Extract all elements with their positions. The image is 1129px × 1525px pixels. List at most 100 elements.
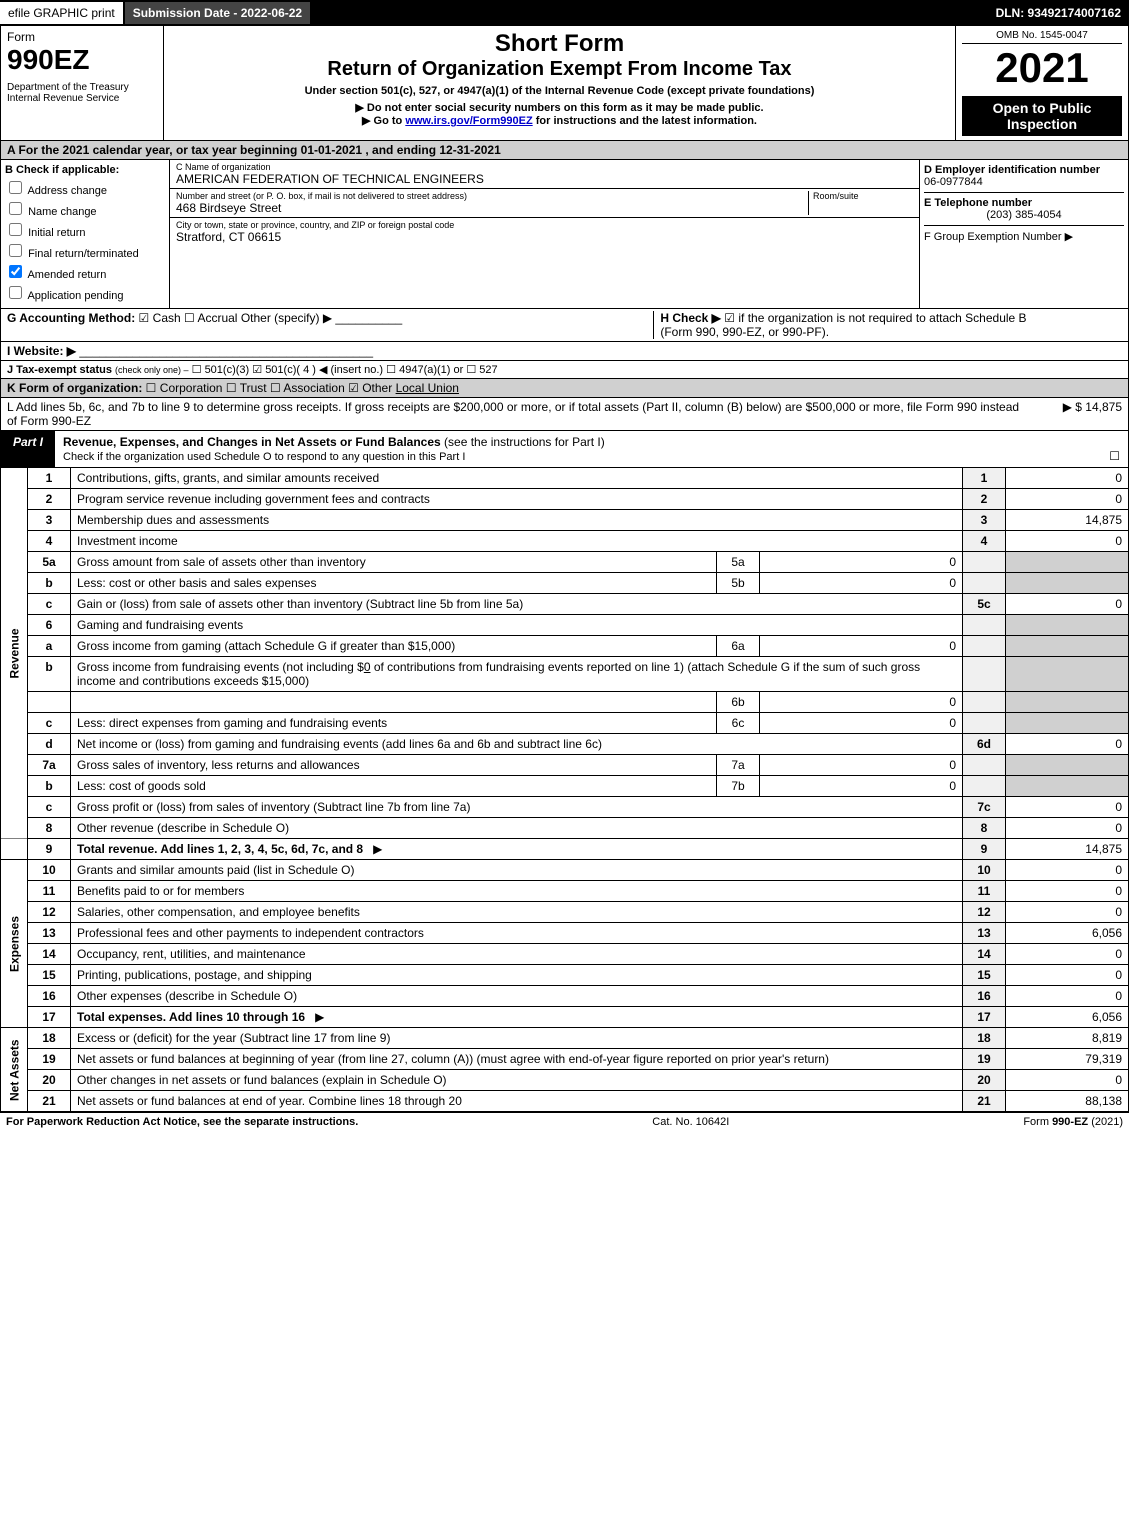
org-city: Stratford, CT 06615 [176, 230, 913, 244]
l7b-text: Less: cost of goods sold [77, 779, 206, 793]
l12-text: Salaries, other compensation, and employ… [77, 905, 360, 919]
g-cash: Cash [153, 311, 181, 325]
check-initial-return[interactable] [9, 223, 22, 236]
l10-text: Grants and similar amounts paid (list in… [77, 863, 354, 877]
check-address-change[interactable] [9, 181, 22, 194]
open-to-public: Open to Public Inspection [962, 96, 1122, 136]
label-address-change: Address change [27, 185, 107, 197]
instructions-link[interactable]: www.irs.gov/Form990EZ [405, 115, 532, 127]
form-number: 990EZ [7, 44, 157, 76]
form-subtitle: Under section 501(c), 527, or 4947(a)(1)… [170, 85, 949, 97]
l5c-text: Gain or (loss) from sale of assets other… [77, 597, 523, 611]
h-text: if the organization is not required to a… [738, 311, 1026, 325]
section-b-label: B Check if applicable: [5, 164, 119, 176]
l7a-sn: 7a [717, 755, 760, 776]
l13-num: 13 [963, 923, 1006, 944]
page-footer: For Paperwork Reduction Act Notice, see … [0, 1112, 1129, 1131]
g-label: G Accounting Method: [7, 311, 135, 325]
g-accrual: Accrual [197, 311, 237, 325]
l2-val: 0 [1006, 489, 1129, 510]
spacer [310, 2, 987, 24]
f-group-exemption: F Group Exemption Number ▶ [924, 225, 1124, 243]
form-word: Form [7, 30, 157, 44]
l9-num: 9 [963, 839, 1006, 860]
l6b-sv: 0 [760, 692, 963, 713]
l8-num: 8 [963, 818, 1006, 839]
l5b-text: Less: cost or other basis and sales expe… [77, 576, 316, 590]
label-amended-return: Amended return [27, 269, 106, 281]
k-trust: Trust [240, 381, 267, 395]
l11-text: Benefits paid to or for members [77, 884, 244, 898]
submission-date: Submission Date - 2022-06-22 [125, 2, 310, 24]
l15-text: Printing, publications, postage, and shi… [77, 968, 312, 982]
l16-num: 16 [963, 986, 1006, 1007]
l6-text: Gaming and fundraising events [77, 618, 243, 632]
l19-num: 19 [963, 1049, 1006, 1070]
l18-text: Excess or (deficit) for the year (Subtra… [77, 1031, 390, 1045]
revenue-label: Revenue [1, 468, 28, 839]
check-name-change[interactable] [9, 202, 22, 215]
e-phone-label: E Telephone number [924, 197, 1032, 209]
l20-val: 0 [1006, 1070, 1129, 1091]
check-application-pending[interactable] [9, 286, 22, 299]
part-i-check-o: Check if the organization used Schedule … [63, 451, 465, 463]
l6c-text: Less: direct expenses from gaming and fu… [77, 716, 387, 730]
form-header: Form 990EZ Department of the Treasury In… [0, 26, 1129, 141]
k-other-value: Local Union [396, 381, 459, 395]
short-form-title: Short Form [170, 30, 949, 58]
k-corp: Corporation [160, 381, 223, 395]
label-final-return: Final return/terminated [28, 248, 139, 260]
l4-num: 4 [963, 531, 1006, 552]
omb-number: OMB No. 1545-0047 [962, 30, 1122, 44]
l5b-sn: 5b [717, 573, 760, 594]
footer-right-pre: Form [1023, 1116, 1052, 1128]
l21-text: Net assets or fund balances at end of ye… [77, 1094, 462, 1108]
c-name-label: C Name of organization [176, 162, 913, 172]
l14-text: Occupancy, rent, utilities, and maintena… [77, 947, 306, 961]
l7a-text: Gross sales of inventory, less returns a… [77, 758, 360, 772]
l6a-sn: 6a [717, 636, 760, 657]
l21-val: 88,138 [1006, 1091, 1129, 1112]
l14-val: 0 [1006, 944, 1129, 965]
check-amended-return[interactable] [9, 265, 22, 278]
part-i-note: (see the instructions for Part I) [444, 435, 605, 449]
l6c-sn: 6c [717, 713, 760, 734]
link-suffix: for instructions and the latest informat… [533, 115, 757, 127]
j-note: (check only one) – [115, 365, 189, 375]
l10-val: 0 [1006, 860, 1129, 881]
h-text2: (Form 990, 990-EZ, or 990-PF). [660, 325, 829, 339]
l9-text: Total revenue. Add lines 1, 2, 3, 4, 5c,… [77, 842, 363, 856]
l19-text: Net assets or fund balances at beginning… [77, 1052, 829, 1066]
l2-num: 2 [963, 489, 1006, 510]
tax-year: 2021 [962, 44, 1122, 92]
l7a-sv: 0 [760, 755, 963, 776]
l5a-text: Gross amount from sale of assets other t… [77, 555, 366, 569]
l7b-sn: 7b [717, 776, 760, 797]
l6b-sn: 6b [717, 692, 760, 713]
l11-num: 11 [963, 881, 1006, 902]
l5a-sn: 5a [717, 552, 760, 573]
l-text: L Add lines 5b, 6c, and 7b to line 9 to … [7, 400, 1022, 428]
sections-b-c-d: B Check if applicable: Address change Na… [0, 160, 1129, 309]
part-i-checkbox[interactable]: ☐ [1109, 449, 1120, 463]
d-ein-value: 06-0977844 [924, 176, 1124, 188]
l5a-sv: 0 [760, 552, 963, 573]
l3-text: Membership dues and assessments [77, 513, 269, 527]
l17-num: 17 [963, 1007, 1006, 1028]
h-label: H Check ▶ [660, 311, 721, 325]
i-website: I Website: ▶ [7, 344, 76, 358]
e-phone-value: (203) 385-4054 [924, 209, 1124, 221]
l6c-sv: 0 [760, 713, 963, 734]
check-final-return[interactable] [9, 244, 22, 257]
c-city-label: City or town, state or province, country… [176, 220, 913, 230]
footer-right-suf: (2021) [1088, 1116, 1123, 1128]
l6b-text1: Gross income from fundraising events (no… [77, 660, 364, 674]
l13-val: 6,056 [1006, 923, 1129, 944]
k-label: K Form of organization: [7, 381, 142, 395]
l6d-val: 0 [1006, 734, 1129, 755]
l20-num: 20 [963, 1070, 1006, 1091]
expenses-label: Expenses [1, 860, 28, 1028]
l14-num: 14 [963, 944, 1006, 965]
j-501c: 501(c)( 4 ) [265, 364, 316, 376]
l7b-sv: 0 [760, 776, 963, 797]
